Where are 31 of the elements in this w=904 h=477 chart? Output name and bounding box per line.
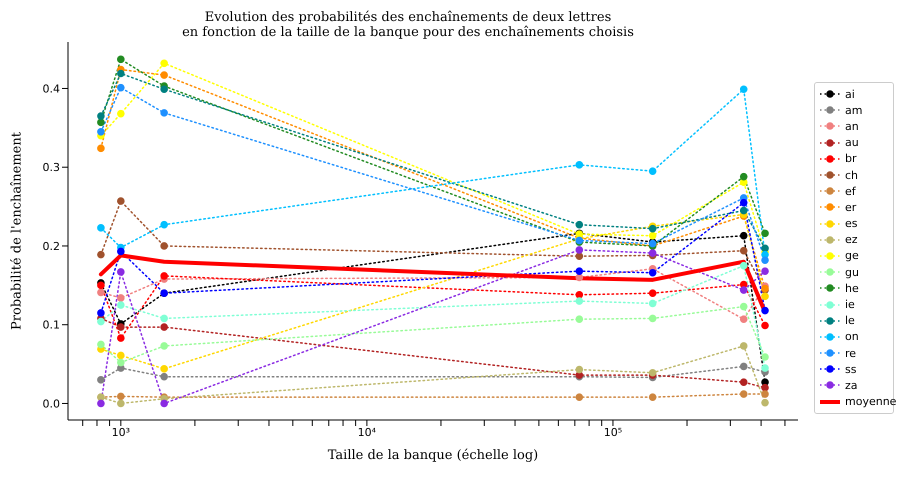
legend-label: le (845, 314, 855, 328)
legend-label: au (845, 136, 859, 150)
x-axis-title: Taille de la banque (échelle log) (328, 448, 538, 463)
legend-label: gu (845, 266, 859, 279)
y-tick-label: 0.3 (42, 161, 60, 174)
legend-label: moyenne (845, 395, 896, 408)
legend-label: ai (845, 88, 855, 101)
y-axis-title: Probabilité de l'enchaînement (10, 131, 25, 330)
y-tick-label: 0.1 (42, 318, 60, 332)
chart-title: Evolution des probabilités des enchaînements de deux lettres en fonction de la taille de la banque pour des enchaînements choisis (181, 10, 635, 40)
legend-label: ge (845, 249, 859, 262)
legend-label: ss (845, 362, 856, 376)
legend-label: an (845, 120, 859, 133)
y-tick-label: 0.4 (42, 82, 60, 96)
y-tick-label: 0.2 (42, 240, 60, 253)
legend-label: ie (845, 298, 855, 312)
legend-label: ef (845, 184, 856, 198)
legend-label: ch (845, 168, 858, 182)
legend-label: am (845, 104, 862, 117)
legend-label: ez (845, 233, 858, 246)
legend-label: re (845, 346, 856, 360)
x-tick-label: 10⁵ (604, 426, 622, 439)
legend-label: er (845, 200, 856, 214)
legend-label: he (845, 282, 859, 295)
y-tick-label: 0.0 (42, 397, 60, 410)
x-tick-label: 10³ (112, 426, 130, 439)
legend-label: es (845, 217, 858, 230)
legend-label: on (845, 330, 859, 344)
x-tick-label: 10⁴ (358, 426, 377, 439)
legend-label: br (845, 152, 857, 166)
legend-label: za (845, 378, 858, 392)
